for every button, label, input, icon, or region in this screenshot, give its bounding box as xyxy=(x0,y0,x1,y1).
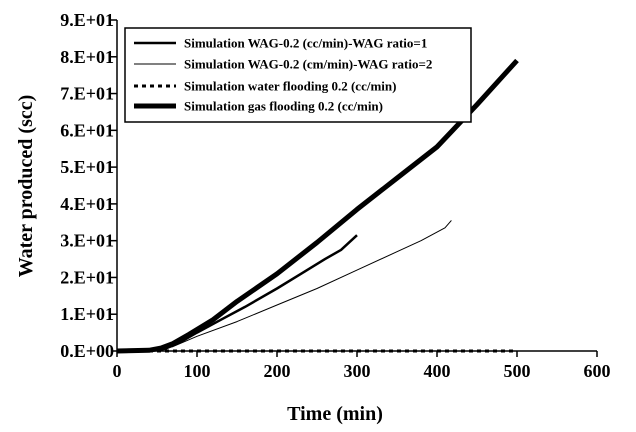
x-tick-label: 200 xyxy=(264,361,291,381)
legend-label-1: Simulation WAG-0.2 (cc/min)-WAG ratio=1 xyxy=(184,36,427,51)
y-tick-label: 6.E+01 xyxy=(60,120,114,140)
x-ticks: 0 100 200 300 400 500 600 xyxy=(113,351,611,381)
legend: Simulation WAG-0.2 (cc/min)-WAG ratio=1 S… xyxy=(124,27,472,123)
x-tick-label: 100 xyxy=(184,361,211,381)
y-axis-title: Water produced (scc) xyxy=(15,95,37,278)
y-tick-label: 2.E+01 xyxy=(60,267,114,287)
y-tick-label: 5.E+01 xyxy=(60,157,114,177)
x-tick-label: 600 xyxy=(584,361,611,381)
y-tick-label: 1.E+01 xyxy=(60,304,114,324)
legend-label-2: Simulation WAG-0.2 (cm/min)-WAG ratio=2 xyxy=(184,57,432,72)
y-tick-label: 4.E+01 xyxy=(60,194,114,214)
x-tick-label: 400 xyxy=(424,361,451,381)
y-tick-label: 7.E+01 xyxy=(60,84,114,104)
series-line-4 xyxy=(116,58,519,354)
x-tick-label: 500 xyxy=(504,361,531,381)
legend-label-3: Simulation water flooding 0.2 (cc/min) xyxy=(184,79,396,94)
x-tick-label: 300 xyxy=(344,361,371,381)
y-tick-label: 9.E+01 xyxy=(60,10,114,30)
y-tick-label: 3.E+01 xyxy=(60,231,114,251)
y-tick-label: 8.E+01 xyxy=(60,47,114,67)
x-tick-label: 0 xyxy=(113,361,122,381)
y-tick-label: 0.E+00 xyxy=(60,341,114,361)
x-axis-title: Time (min) xyxy=(287,403,383,425)
legend-label-4: Simulation gas flooding 0.2 (cc/min) xyxy=(184,99,383,114)
y-ticks: 0.E+00 1.E+01 2.E+01 3.E+01 4.E+01 5.E+01 6.E+… xyxy=(60,10,117,361)
legend-box xyxy=(124,27,472,123)
